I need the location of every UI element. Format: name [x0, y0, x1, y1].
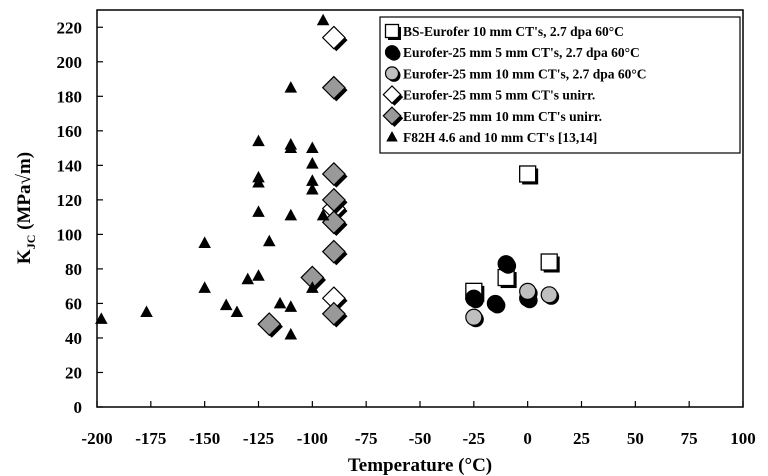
- data-point-series-3: [540, 286, 558, 304]
- data-point-series-6: [262, 234, 276, 247]
- data-point-series-6: [95, 312, 108, 324]
- y-tick-label: 140: [57, 156, 83, 175]
- x-tick-label: -100: [297, 429, 328, 448]
- legend-label-3: Eurofer-25 mm 10 mm CT's, 2.7 dpa 60°C: [403, 66, 647, 81]
- data-point-series-2: [465, 289, 483, 307]
- data-point-series-6: [284, 141, 298, 154]
- x-tick-label: -175: [135, 429, 166, 448]
- data-point-series-5: [321, 75, 346, 100]
- y-tick-label: 120: [57, 191, 83, 210]
- data-point-series-2: [497, 255, 515, 273]
- x-tick-label: 75: [681, 429, 698, 448]
- x-tick-label: -200: [81, 429, 112, 448]
- data-point-series-5: [321, 301, 346, 326]
- legend-label-1: BS-Eurofer 10 mm CT's, 2.7 dpa 60°C: [403, 24, 624, 39]
- x-tick-label: 25: [573, 429, 590, 448]
- x-tick-label: 0: [523, 429, 532, 448]
- legend-marker-2: [384, 45, 400, 60]
- data-point-series-6: [316, 208, 330, 221]
- x-tick-label: 100: [730, 429, 756, 448]
- data-point-series-6: [284, 81, 298, 93]
- data-point-series-6: [252, 205, 265, 217]
- legend-box: [379, 16, 741, 154]
- data-point-series-5: [257, 312, 282, 337]
- data-point-series-6: [306, 174, 319, 186]
- x-tick-label: -150: [189, 429, 220, 448]
- data-point-series-6: [252, 176, 265, 188]
- legend-label-2: Eurofer-25 mm 5 mm CT's, 2.7 dpa 60°C: [403, 45, 640, 60]
- x-tick-label: -125: [243, 429, 274, 448]
- data-point-series-4: [321, 25, 346, 50]
- data-point-series-6: [306, 157, 319, 169]
- x-axis-label: Temperature (°C): [348, 455, 492, 476]
- data-point-series-6: [306, 281, 319, 293]
- y-tick-label: 100: [57, 225, 83, 244]
- data-point-series-6: [140, 305, 153, 318]
- data-point-series-6: [198, 236, 211, 248]
- axis-ticks: -200 -175 -150 -125 -100 -75 -50 -25 0 25 50 75 100 0…: [57, 18, 756, 448]
- legend-marker-3: [384, 66, 400, 81]
- y-tick-label: 80: [65, 260, 82, 279]
- y-tick-label: 20: [65, 363, 82, 382]
- y-axis-label-subscript: JC: [24, 235, 38, 250]
- legend-items: BS-Eurofer 10 mm CT's, 2.7 dpa 60°C Eurof…: [382, 23, 647, 145]
- data-marks: [95, 13, 560, 340]
- legend-marker-5: [382, 106, 402, 126]
- x-tick-label: 50: [627, 429, 644, 448]
- y-tick-label: 160: [57, 122, 83, 141]
- data-point-series-3: [519, 282, 537, 300]
- data-point-series-3: [465, 308, 483, 326]
- data-point-series-5: [321, 239, 346, 264]
- data-point-series-5: [321, 161, 346, 186]
- legend-marker-1: [384, 23, 400, 39]
- legend-marker-4: [382, 85, 402, 105]
- y-tick-label: 0: [74, 398, 83, 417]
- data-point-series-6: [284, 327, 298, 340]
- data-point-series-6: [219, 298, 233, 311]
- y-axis-label-unit: (MPa√m): [14, 152, 35, 235]
- data-point-series-1: [519, 165, 537, 183]
- y-tick-label: 180: [57, 87, 83, 106]
- y-axis-label-main: K: [14, 249, 35, 264]
- data-point-series-6: [284, 300, 298, 312]
- data-point-series-6: [252, 134, 265, 147]
- y-tick-label: 220: [57, 18, 83, 37]
- data-point-series-6: [198, 281, 211, 293]
- legend-marker-6: [386, 130, 398, 142]
- legend-label-5: Eurofer-25 mm 10 mm CT's unirr.: [403, 109, 602, 124]
- legend-label-4: Eurofer-25 mm 5 mm CT's unirr.: [403, 88, 595, 103]
- data-point-series-6: [316, 13, 330, 26]
- x-tick-label: -75: [355, 429, 378, 448]
- data-point-series-6: [241, 272, 255, 285]
- data-point-series-6: [306, 182, 319, 195]
- legend-label-6: F82H 4.6 and 10 mm CT's [13,14]: [403, 130, 597, 145]
- data-point-series-6: [306, 141, 319, 154]
- legend: BS-Eurofer 10 mm CT's, 2.7 dpa 60°C Eurof…: [379, 16, 741, 154]
- data-point-series-2: [486, 294, 504, 313]
- y-tick-label: 40: [65, 329, 82, 348]
- data-point-series-6: [230, 305, 244, 318]
- x-tick-label: -50: [409, 429, 432, 448]
- y-tick-label: 200: [57, 53, 83, 72]
- x-tick-label: -25: [462, 429, 485, 448]
- data-point-series-6: [252, 269, 265, 281]
- data-point-series-6: [273, 296, 287, 309]
- data-point-series-1: [540, 253, 558, 271]
- y-tick-label: 60: [65, 294, 82, 313]
- y-axis-label: KJC (MPa√m): [14, 152, 38, 264]
- data-point-series-6: [284, 208, 298, 221]
